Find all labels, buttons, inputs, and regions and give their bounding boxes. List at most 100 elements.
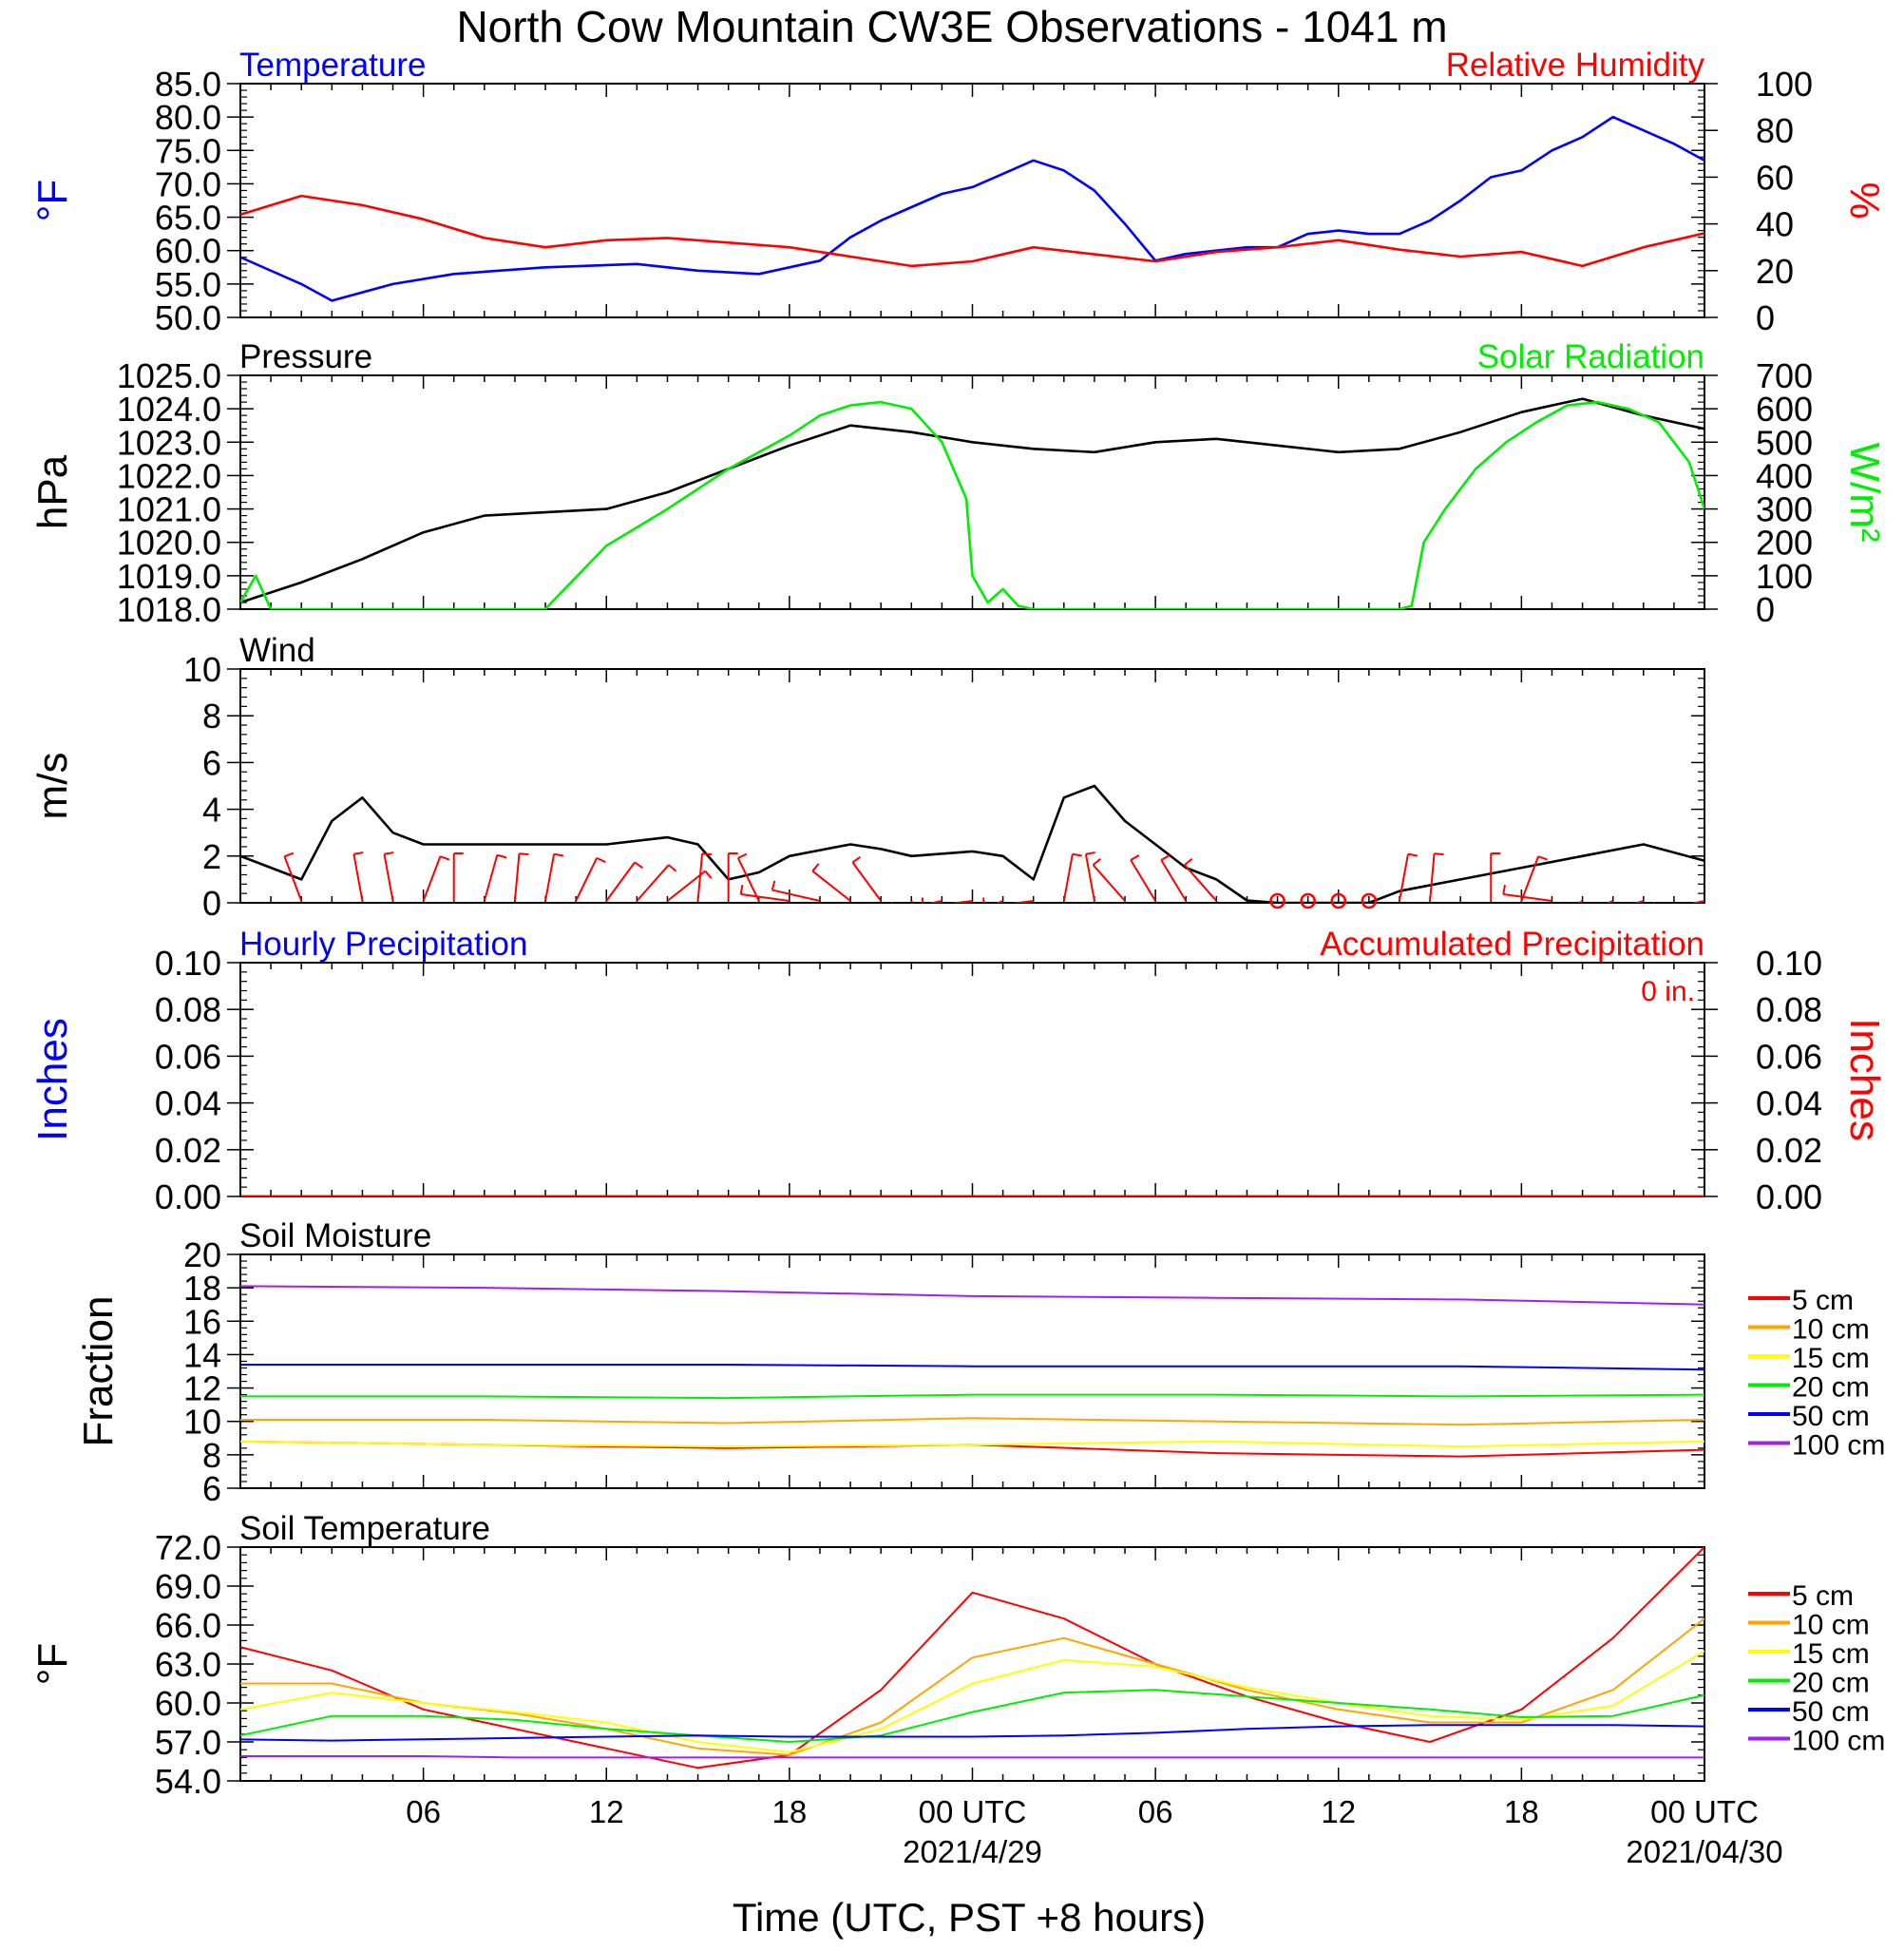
wind-barb: [383, 853, 394, 902]
y-tick-label-right: 100: [1756, 557, 1813, 596]
y-tick-label-right: 0.10: [1756, 944, 1822, 983]
wind-barb-flag: [1537, 855, 1548, 861]
panel-soil-temperature: 54.057.060.063.066.069.072.0 Soil Tempera…: [29, 1510, 1885, 1801]
y-tick-label-right: 0: [1756, 298, 1775, 337]
plot-frame: [239, 668, 1705, 904]
legend-label: 10 cm: [1792, 1610, 1870, 1641]
wind-barb-flag: [1184, 857, 1193, 866]
x-tick-label: 18: [772, 1794, 808, 1829]
y-tick-label-left: 14: [183, 1335, 221, 1374]
y-tick-label-left: 8: [202, 1436, 221, 1475]
wind-barb: [666, 870, 706, 902]
wind-barb-flag: [737, 852, 748, 859]
wind-barb: [771, 889, 821, 902]
accumulated-total-label: 0 in.: [1641, 976, 1695, 1007]
series-group: [240, 1547, 1704, 1769]
y-tick-label-left: 1020.0: [117, 524, 221, 563]
wind-barb-flag: [811, 863, 820, 872]
legend-label: 5 cm: [1792, 1285, 1854, 1316]
y-axis-title-left: °F: [29, 1643, 76, 1685]
wind-barb-flag: [982, 897, 985, 903]
y-tick-label-left: 57.0: [155, 1723, 221, 1762]
wind-barb: [636, 864, 670, 902]
wind-barb: [1398, 853, 1409, 902]
wind-barb: [1577, 900, 1584, 903]
y-tick-label-left: 2: [202, 837, 221, 876]
series-line-1: [240, 400, 1704, 609]
y-tick-label-left: 1023.0: [117, 423, 221, 462]
wind-barb: [1503, 892, 1552, 902]
series-line-0: [240, 115, 1704, 302]
wind-barb-flag: [1085, 851, 1095, 855]
legend-label: 15 cm: [1792, 1343, 1870, 1374]
legend-label: 100 cm: [1792, 1726, 1885, 1757]
wind-barb: [928, 900, 942, 903]
wind-barb-flag: [851, 855, 862, 864]
wind-barb: [575, 857, 599, 902]
wind-barb-flag: [1130, 854, 1140, 861]
x-tick-label: 06: [1138, 1794, 1173, 1829]
wind-barb-flag: [739, 884, 744, 895]
y-tick-label-left: 0.04: [155, 1084, 221, 1123]
wind-barb: [1160, 859, 1188, 902]
x-axis-label: Time (UTC, PST +8 hours): [733, 1895, 1206, 1940]
series-line-0: [240, 784, 1704, 903]
x-date-label: 2021/4/29: [903, 1834, 1042, 1869]
wind-barb-flag: [353, 851, 364, 855]
wind-barb: [1184, 864, 1218, 902]
series-line-100cm: [240, 1755, 1704, 1759]
y-tick-label-left: 6: [202, 1469, 221, 1508]
wind-barb: [1130, 859, 1156, 902]
series-group: [240, 397, 1704, 609]
wind-barb-flag: [702, 852, 713, 856]
panel-title-left: Temperature: [239, 47, 426, 84]
y-axis-title-left: m/s: [29, 753, 76, 820]
wind-barb-flag: [668, 864, 677, 872]
y-tick-label-left: 69.0: [155, 1567, 221, 1606]
y-tick-label-left: 55.0: [155, 265, 221, 304]
y-tick-label-left: 50.0: [155, 298, 221, 337]
wind-barb: [1429, 853, 1436, 902]
wind-barb-flag: [1593, 907, 1596, 916]
y-tick-label-left: 10: [183, 1403, 221, 1442]
panel-title-left: Soil Temperature: [239, 1510, 490, 1547]
y-tick-label-left: 54.0: [155, 1762, 221, 1801]
y-axis-title-right: %: [1841, 182, 1888, 219]
y-tick-label-right: 40: [1756, 205, 1794, 244]
y-tick-label-right: 0.02: [1756, 1131, 1822, 1170]
y-tick-label-right: 200: [1756, 524, 1813, 563]
y-tick-label-left: 60.0: [155, 232, 221, 271]
wind-barb: [1690, 900, 1704, 903]
y-axis-title-left: Fraction: [75, 1296, 122, 1447]
y-tick-label-left: 85.0: [155, 65, 221, 104]
panel-title-right: Solar Radiation: [1477, 338, 1704, 375]
x-tick-label: 00 UTC: [919, 1794, 1027, 1829]
y-tick-label-left: 6: [202, 743, 221, 782]
wind-barb-flag: [771, 880, 776, 890]
y-tick-label-left: 72.0: [155, 1528, 221, 1567]
series-line-0: [240, 397, 1704, 604]
y-tick-label-left: 70.0: [155, 164, 221, 203]
wind-barb-flag: [932, 944, 940, 949]
chart-title: North Cow Mountain CW3E Observations - 1…: [456, 2, 1447, 51]
wind-barb: [1084, 853, 1095, 902]
y-tick-label-left: 65.0: [155, 199, 221, 238]
y-tick-label-right: 400: [1756, 456, 1813, 495]
wind-barb-flag: [1434, 852, 1444, 856]
y-tick-label-left: 66.0: [155, 1606, 221, 1645]
legend-label: 5 cm: [1792, 1580, 1854, 1612]
y-tick-label-left: 8: [202, 697, 221, 736]
legend-label: 50 cm: [1792, 1696, 1870, 1728]
panel-wind: 0 2 4 6 8 10 Wind m/s: [29, 632, 1705, 949]
wind-barb: [605, 861, 636, 902]
y-tick-label-left: 0: [202, 884, 221, 923]
plot-frame: [239, 1546, 1705, 1782]
x-tick-label: 06: [406, 1794, 441, 1829]
series-line-20cm: [240, 1393, 1704, 1400]
x-tick-label: 00 UTC: [1650, 1794, 1759, 1829]
y-tick-label-right: 0.04: [1756, 1084, 1822, 1123]
series-group: [240, 115, 1704, 302]
y-tick-label-right: 700: [1756, 356, 1813, 395]
legend-label: 50 cm: [1792, 1401, 1870, 1432]
